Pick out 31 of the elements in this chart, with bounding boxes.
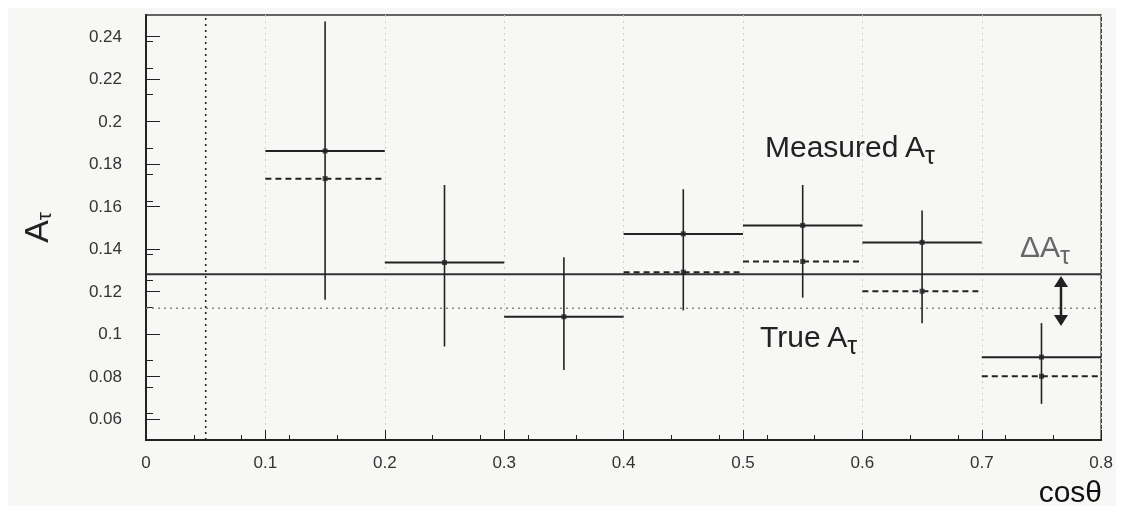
y-tick-label: 0.2 <box>98 111 122 131</box>
point <box>919 239 925 245</box>
y-tick-label: 0.12 <box>88 281 122 301</box>
annotation: ΔA$_{τ}$ <box>1020 230 1070 270</box>
ref-line-label: Measured A$_{τ}$ <box>765 130 935 170</box>
y-tick-label: 0.14 <box>88 239 122 259</box>
x-tick-label: 0.5 <box>731 453 755 472</box>
y-tick-label: 0.16 <box>88 196 122 216</box>
y-tick-label: 0.06 <box>88 409 122 429</box>
point <box>561 314 567 320</box>
x-tick-label: 0.6 <box>850 453 875 472</box>
point <box>800 222 806 228</box>
y-axis-title: Aτ <box>16 212 55 243</box>
y-tick-label: 0.18 <box>88 154 122 174</box>
x-axis-title: cosθ <box>1038 474 1103 508</box>
x-tick-label: 0.3 <box>492 453 517 472</box>
point <box>441 260 447 266</box>
y-tick-label: 0.08 <box>88 366 122 386</box>
x-tick-label: 0.4 <box>611 453 636 472</box>
y-tick-label: 0.22 <box>88 69 122 89</box>
y-tick-label: 0.24 <box>88 26 122 46</box>
ref-line-label: True A$_{τ}$ <box>760 320 858 360</box>
point <box>322 148 328 154</box>
x-tick-label: 0.7 <box>969 453 994 472</box>
point <box>1038 354 1044 360</box>
x-tick-label: 0.8 <box>1089 453 1113 472</box>
x-tick-label: 0.2 <box>372 453 397 472</box>
x-tick-label: 0 <box>141 453 151 472</box>
point <box>680 231 686 237</box>
x-tick-label: 0.1 <box>253 453 278 472</box>
y-tick-label: 0.1 <box>98 324 122 344</box>
